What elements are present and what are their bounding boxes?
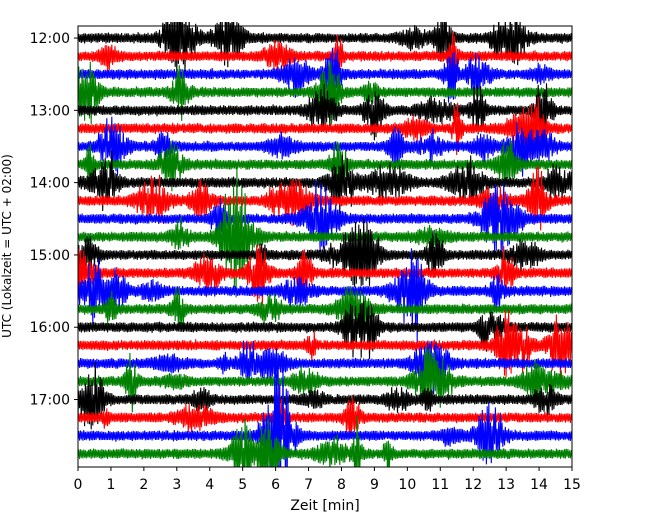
y-tick-label: 17:00 bbox=[30, 393, 70, 409]
trace-12 bbox=[78, 217, 572, 287]
x-tick-label: 1 bbox=[106, 477, 115, 493]
x-tick-label: 8 bbox=[337, 477, 346, 493]
x-tick-label: 14 bbox=[530, 477, 548, 493]
trace-14 bbox=[78, 248, 572, 343]
x-tick-label: 15 bbox=[563, 477, 581, 493]
y-axis-ticks: 12:00 13:00 14:00 15:00 16:00 17:00 bbox=[30, 31, 78, 409]
x-tick-label: 13 bbox=[497, 477, 515, 493]
y-tick-label: 14:00 bbox=[30, 176, 70, 192]
x-tick-label: 0 bbox=[74, 477, 83, 493]
trace-20 bbox=[78, 362, 572, 430]
x-tick-label: 12 bbox=[464, 477, 482, 493]
x-axis-label: Zeit [min] bbox=[290, 498, 359, 514]
trace-15 bbox=[78, 286, 572, 337]
x-axis-ticks: 0 1 2 3 4 5 6 7 8 9 10 11 12 13 14 15 bbox=[74, 467, 581, 493]
trace-16 bbox=[78, 300, 572, 360]
x-tick-label: 11 bbox=[431, 477, 449, 493]
helicorder-traces bbox=[78, 22, 572, 467]
x-tick-label: 7 bbox=[304, 477, 313, 493]
trace-13 bbox=[78, 244, 572, 306]
x-tick-label: 2 bbox=[139, 477, 148, 493]
y-axis-label: UTC (Lokalzeit = UTC + 02:00) bbox=[0, 154, 14, 338]
trace-7 bbox=[78, 139, 572, 196]
plot-area bbox=[77, 22, 573, 468]
x-tick-label: 6 bbox=[271, 477, 280, 493]
trace-19 bbox=[78, 347, 572, 413]
trace-23 bbox=[78, 415, 572, 467]
trace-21 bbox=[78, 385, 572, 451]
trace-11 bbox=[78, 165, 572, 298]
x-tick-label: 4 bbox=[205, 477, 214, 493]
trace-17 bbox=[78, 309, 572, 380]
trace-1 bbox=[78, 31, 572, 77]
x-tick-label: 5 bbox=[238, 477, 247, 493]
x-tick-label: 10 bbox=[398, 477, 416, 493]
y-tick-label: 13:00 bbox=[30, 103, 70, 119]
x-tick-label: 3 bbox=[172, 477, 181, 493]
trace-18 bbox=[78, 340, 572, 394]
y-tick-label: 12:00 bbox=[30, 31, 70, 47]
y-tick-label: 15:00 bbox=[30, 248, 70, 264]
trace-10 bbox=[78, 179, 572, 256]
x-tick-label: 9 bbox=[370, 477, 379, 493]
axes-frame bbox=[77, 25, 573, 468]
trace-4 bbox=[78, 83, 572, 146]
trace-0 bbox=[78, 22, 572, 74]
y-tick-label: 16:00 bbox=[30, 320, 70, 336]
trace-5 bbox=[78, 97, 572, 159]
